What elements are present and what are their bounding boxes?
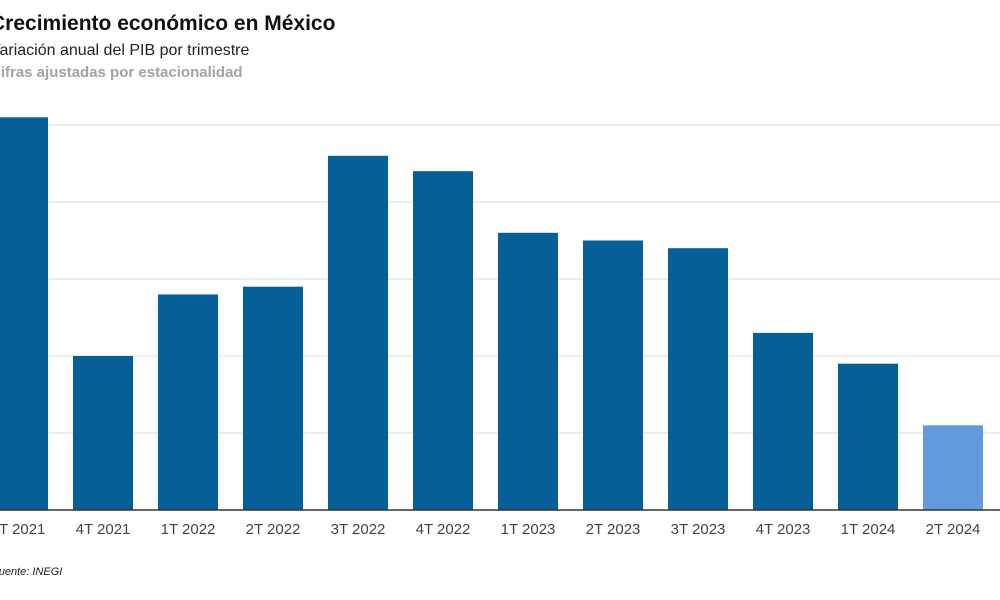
x-tick-label: 4T 2021 bbox=[76, 521, 131, 538]
chart-note: Cifras ajustadas por estacionalidad bbox=[0, 64, 243, 81]
x-tick-label: 1T 2022 bbox=[161, 521, 216, 538]
x-tick-labels: 3T 2021 4T 2021 1T 2022 2T 2022 3T 2022 4T 20… bbox=[0, 521, 980, 538]
bar-2t-2024 bbox=[923, 425, 983, 510]
x-tick-label: 4T 2022 bbox=[416, 521, 471, 538]
source-note: Fuente: INEGI bbox=[0, 566, 63, 578]
bar-2t-2023 bbox=[583, 240, 643, 510]
x-tick-label: 3T 2021 bbox=[0, 521, 45, 538]
x-tick-label: 1T 2024 bbox=[841, 521, 896, 538]
x-tick-label: 3T 2023 bbox=[671, 521, 726, 538]
x-tick-label: 1T 2023 bbox=[501, 521, 556, 538]
bar-4t-2021 bbox=[73, 356, 133, 510]
x-tick-label: 4T 2023 bbox=[756, 521, 811, 538]
bar-1t-2023 bbox=[498, 232, 558, 511]
bar-2t-2022 bbox=[243, 286, 303, 510]
x-tick-label: 3T 2022 bbox=[331, 521, 386, 538]
bar-3t-2023 bbox=[668, 248, 728, 510]
chart-title: Crecimiento económico en México bbox=[0, 12, 336, 35]
bars bbox=[0, 117, 983, 511]
bar-4t-2023 bbox=[753, 332, 813, 510]
bar-4t-2022 bbox=[413, 171, 473, 510]
bar-1t-2024 bbox=[838, 363, 898, 510]
x-tick-label: 2T 2023 bbox=[586, 521, 641, 538]
bar-chart: 3T 2021 4T 2021 1T 2022 2T 2022 3T 2022 4T 20… bbox=[0, 117, 1000, 538]
x-tick-label: 2T 2024 bbox=[926, 521, 981, 538]
bar-1t-2022 bbox=[158, 294, 218, 510]
x-tick-label: 2T 2022 bbox=[246, 521, 301, 538]
bar-3t-2022 bbox=[328, 155, 388, 511]
chart-subtitle: Variación anual del PIB por trimestre bbox=[0, 42, 250, 59]
bar-3t-2021 bbox=[0, 117, 48, 511]
